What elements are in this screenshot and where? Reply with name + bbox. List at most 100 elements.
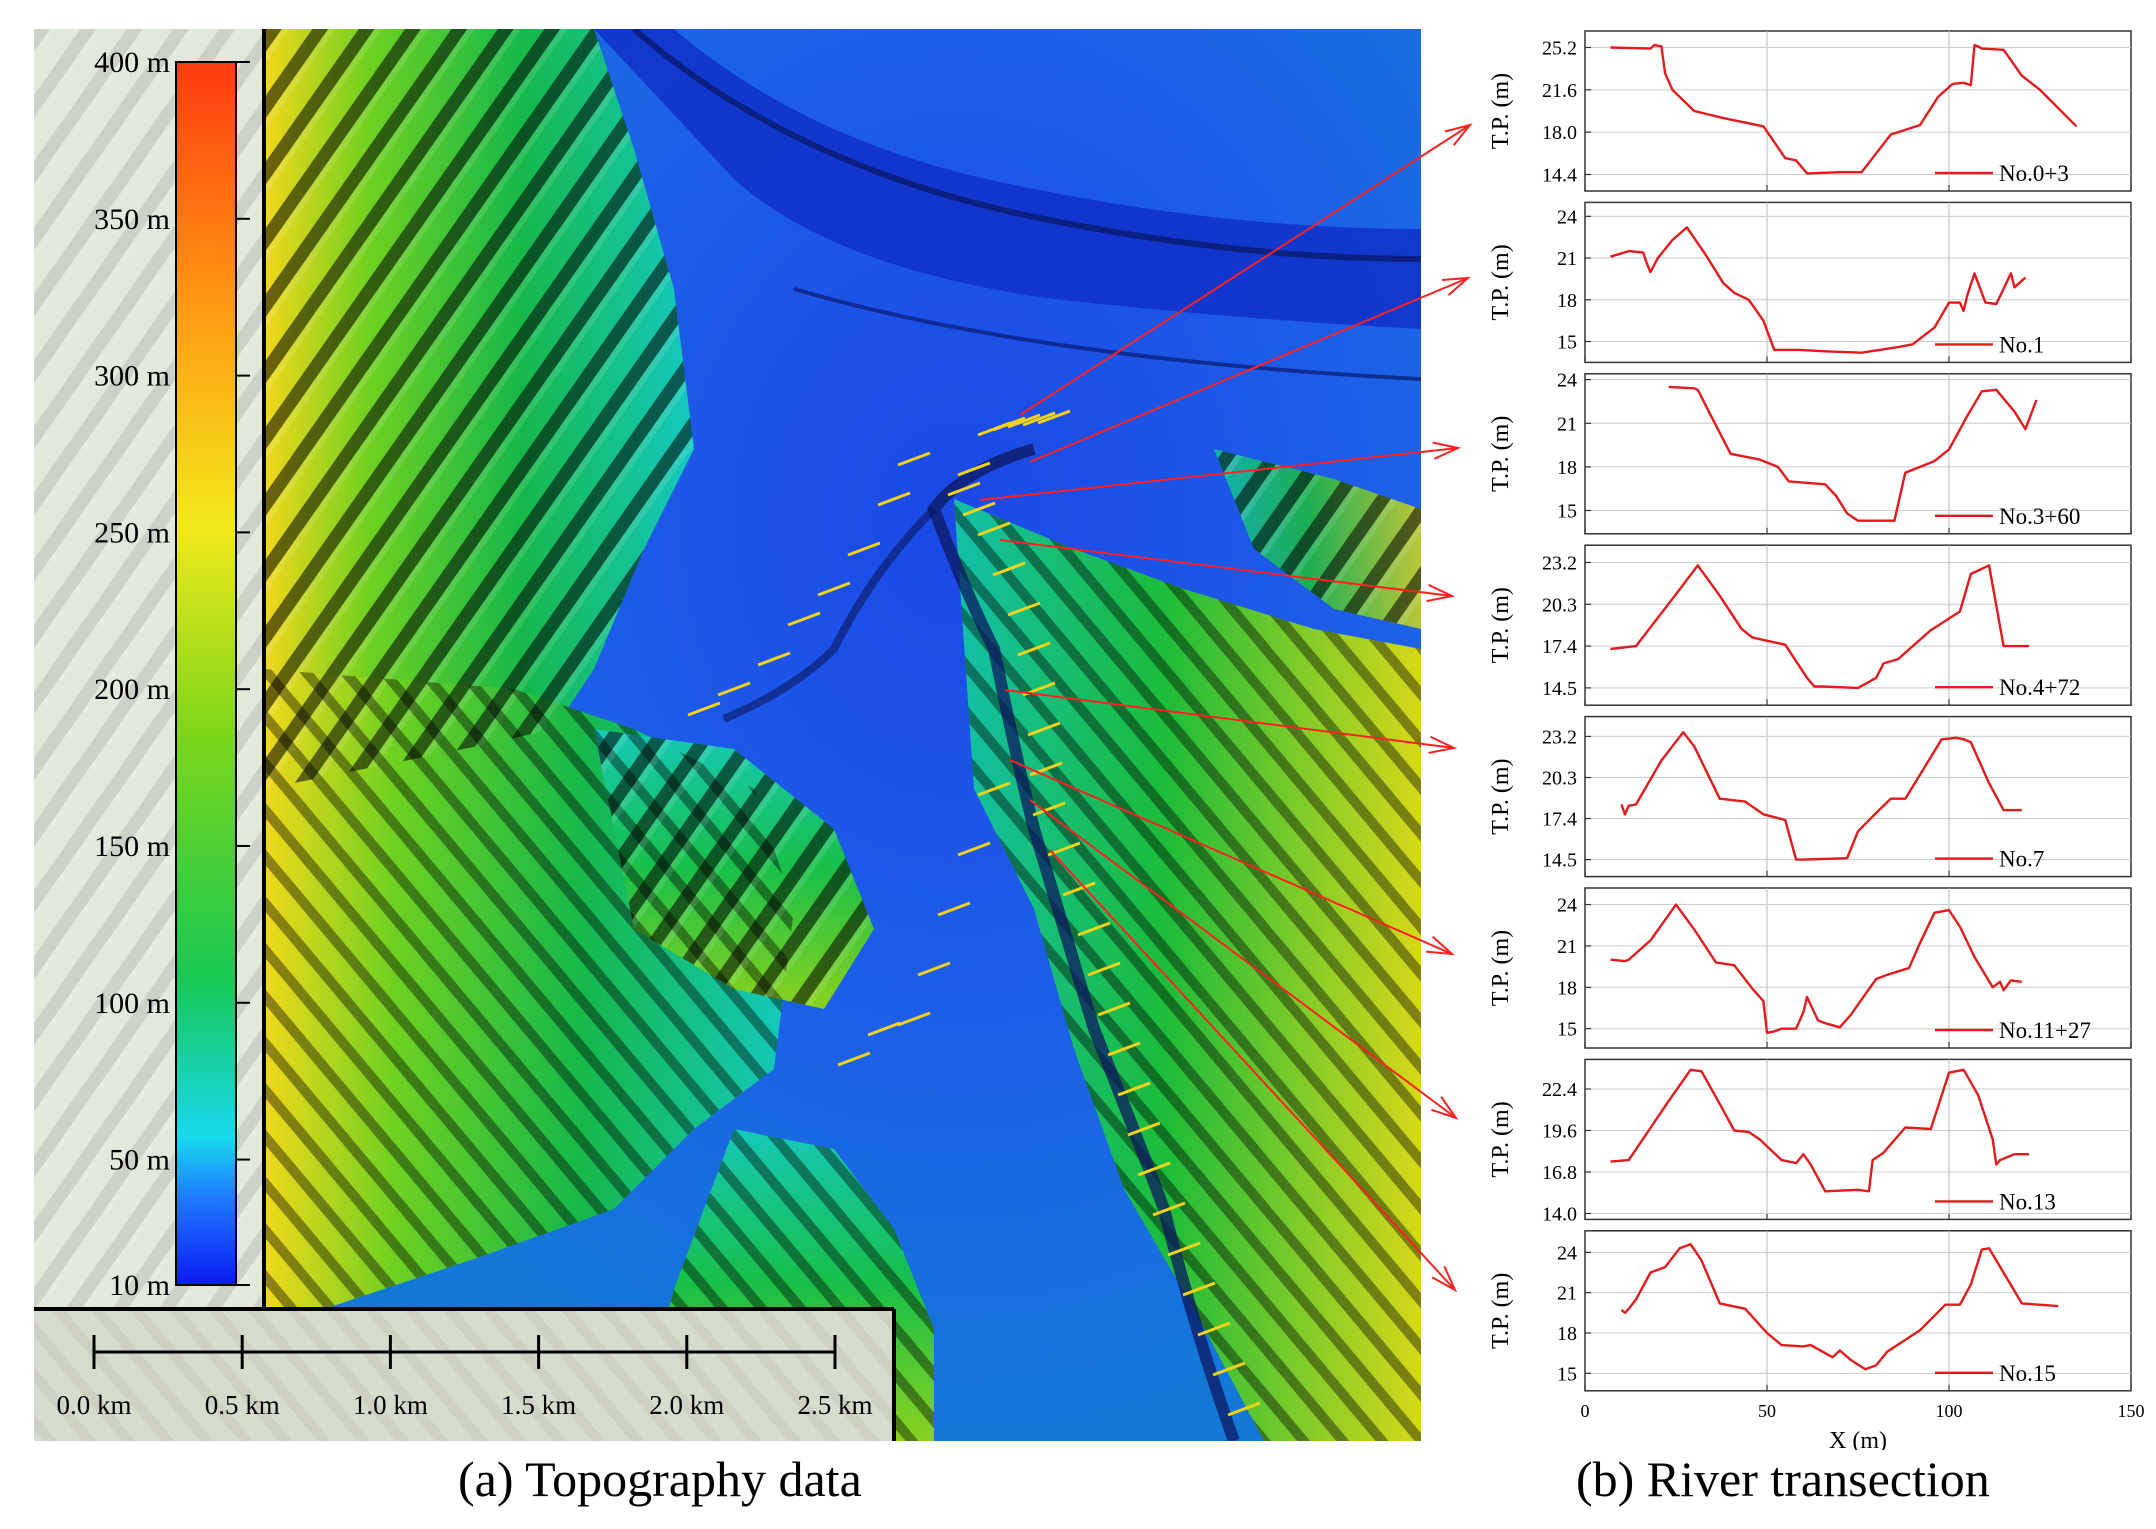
transect-line: [1007, 601, 1041, 617]
scalebar-label: 2.0 km: [649, 1390, 724, 1420]
legend-label: No.1: [1999, 332, 2044, 357]
transect-line: [1117, 1081, 1151, 1097]
y-tick-label: 15: [1557, 1363, 1577, 1385]
y-axis-label: T.P. (m): [1488, 587, 1514, 663]
legend-label: No.0+3: [1999, 161, 2069, 186]
x-tick-label: 50: [1758, 1401, 1776, 1421]
river-transection-panel: 25.2 21.6 18.0 14.4 T.P. (m) No.0+3 24 21 18 15 T.…: [1440, 20, 2156, 1450]
x-tick-label: 100: [1936, 1401, 1963, 1421]
arrow-head: [1431, 1265, 1458, 1293]
transect-line: [1127, 1121, 1161, 1137]
transect-line: [977, 781, 1011, 797]
transect-line: [877, 491, 911, 507]
transect-line: [787, 611, 821, 627]
y-tick-label: 22.4: [1542, 1079, 1577, 1101]
colorbar-label: 300 m: [94, 360, 170, 393]
transect-panel-5: 23.2 20.3 17.4 14.5 T.P. (m) No.7: [1488, 715, 2132, 878]
transect-panel-3: 24 21 18 15 T.P. (m) No.3+60: [1488, 370, 2132, 535]
transect-panel-4: 23.2 20.3 17.4 14.5 T.P. (m) No.4+72: [1488, 544, 2132, 706]
profile-line: [1620, 731, 2022, 861]
elevation-colorbar: 400 m 350 m 300 m 250 m 200 m 150 m 100 m 50 m 1…: [94, 46, 250, 1302]
transect-line: [1027, 721, 1061, 737]
x-axis-label: X (m): [1829, 1428, 1887, 1450]
transect-line: [867, 1021, 901, 1037]
transect-line: [1022, 411, 1056, 427]
transect-line: [817, 581, 851, 597]
y-axis-label: T.P. (m): [1488, 1273, 1514, 1349]
y-tick-label: 14.4: [1542, 165, 1577, 187]
y-tick-label: 18: [1557, 290, 1577, 312]
y-tick-label: 15: [1557, 332, 1577, 354]
transect-line: [897, 451, 931, 467]
plot-frame: [1584, 201, 2132, 364]
y-axis-label: T.P. (m): [1488, 73, 1514, 149]
colorbar-label: 400 m: [94, 46, 170, 79]
y-axis-label: T.P. (m): [1488, 758, 1514, 834]
y-tick-label: 15: [1557, 1019, 1577, 1041]
legend-label: No.11+27: [1999, 1018, 2091, 1043]
y-tick-label: 17.4: [1542, 636, 1577, 658]
plot-frame: [1584, 30, 2132, 192]
transect-line: [917, 961, 951, 977]
profile-line: [1610, 564, 2030, 690]
transect-line: [957, 841, 991, 857]
colorbar-label: 100 m: [94, 987, 170, 1020]
transect-line: [1212, 1361, 1246, 1377]
transect-panel-6: 24 21 18 15 T.P. (m) No.11+27: [1488, 887, 2132, 1049]
pointer-arrow: [1004, 689, 1455, 749]
y-tick-label: 20.3: [1542, 767, 1577, 789]
scalebar-label: 0.0 km: [56, 1390, 131, 1420]
x-tick-label: 150: [2118, 1401, 2145, 1421]
transect-line: [1182, 1281, 1216, 1297]
profile-line: [1610, 226, 2027, 354]
y-tick-label: 18: [1557, 977, 1577, 999]
pointer-arrow: [1049, 849, 1456, 1291]
pointer-arrow: [1019, 124, 1471, 416]
transect-line: [1152, 1201, 1186, 1217]
y-tick-label: 14.0: [1542, 1203, 1577, 1225]
transect-markers: [687, 409, 1261, 1417]
colorbar-label: 10 m: [109, 1269, 170, 1302]
scalebar-label: 0.5 km: [205, 1390, 280, 1420]
transect-line: [1087, 961, 1121, 977]
transect-line: [1077, 921, 1111, 937]
y-tick-label: 24: [1557, 895, 1577, 917]
topography-map: 400 m 350 m 300 m 250 m 200 m 150 m 100 m 50 m 1…: [34, 29, 1421, 1441]
transect-line: [1007, 413, 1041, 429]
transect-line: [1029, 761, 1063, 777]
y-tick-label: 23.2: [1542, 726, 1577, 748]
y-tick-label: 14.5: [1542, 678, 1577, 700]
y-tick-label: 24: [1557, 206, 1577, 228]
arrow-head: [1444, 123, 1473, 146]
profile-line: [1620, 1243, 2059, 1371]
legend-label: No.7: [1999, 847, 2044, 872]
terrain-map: [264, 29, 1421, 1441]
y-tick-label: 24: [1557, 370, 1577, 392]
transect-caption: (b) River transection: [1576, 1451, 1990, 1507]
legend-label: No.13: [1999, 1189, 2056, 1214]
scale-bar: 0.0 km 0.5 km 1.0 km 1.5 km 2.0 km 2.5 km: [34, 1311, 892, 1441]
y-axis-label: T.P. (m): [1488, 416, 1514, 492]
legend-label: No.15: [1999, 1361, 2056, 1386]
colorbar-label: 250 m: [94, 516, 170, 549]
transect-line: [1017, 641, 1051, 657]
transect-line: [977, 521, 1011, 537]
y-tick-label: 21.6: [1542, 80, 1577, 102]
transect-line: [957, 461, 991, 477]
y-tick-label: 21: [1557, 1283, 1577, 1305]
arrow-head: [1426, 583, 1456, 603]
transect-line: [992, 561, 1026, 577]
arrow-head: [1428, 735, 1458, 754]
arrow-head: [1431, 1096, 1459, 1120]
y-tick-label: 24: [1557, 1242, 1577, 1264]
y-tick-label: 17.4: [1542, 809, 1577, 831]
tributary-river: [927, 443, 1240, 1441]
y-tick-label: 19.6: [1542, 1121, 1577, 1143]
y-tick-label: 20.3: [1542, 594, 1577, 616]
y-axis-label: T.P. (m): [1488, 1101, 1514, 1177]
scalebar-label: 2.5 km: [797, 1390, 872, 1420]
y-tick-label: 16.8: [1542, 1162, 1577, 1184]
profile-line: [1610, 1068, 2030, 1193]
y-axis-label: T.P. (m): [1488, 930, 1514, 1006]
transect-panel-2: 24 21 18 15 T.P. (m) No.1: [1488, 201, 2132, 364]
